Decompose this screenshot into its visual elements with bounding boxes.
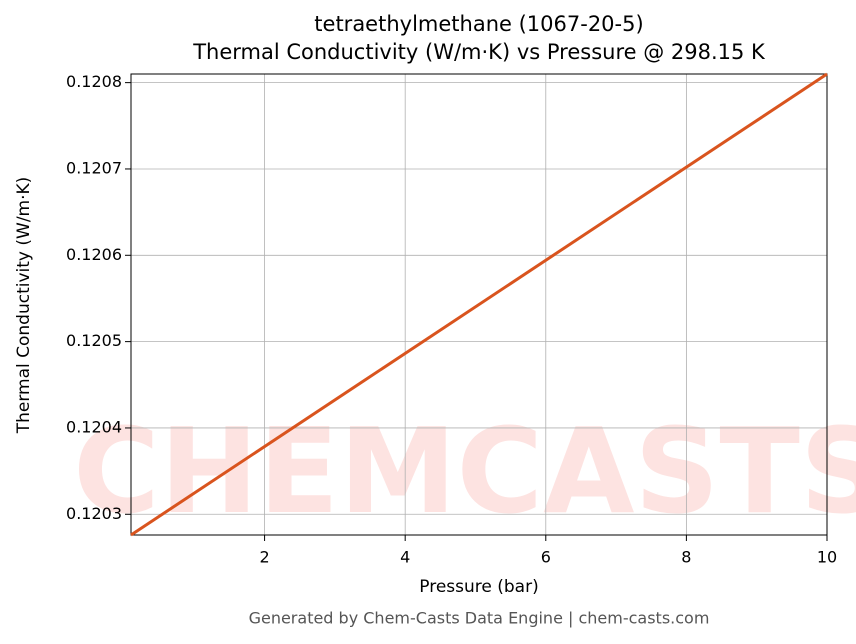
x-tick-label: 6 <box>541 548 551 567</box>
footer: Generated by Chem-Casts Data Engine | ch… <box>249 609 710 628</box>
x-tick-label: 10 <box>817 548 837 567</box>
data-line <box>130 72 828 537</box>
y-tick-label: 0.1205 <box>66 331 122 350</box>
y-axis-label: Thermal Conductivity (W/m·K) <box>14 177 34 435</box>
watermark: CHEMCASTS <box>73 402 856 540</box>
x-tick-label: 2 <box>259 548 269 567</box>
y-tick-label: 0.1207 <box>66 158 122 177</box>
y-tick-label: 0.1208 <box>66 72 122 91</box>
plot-frame <box>130 73 828 536</box>
y-tick-label: 0.1206 <box>66 245 122 264</box>
y-tick-label: 0.1204 <box>66 417 122 436</box>
chart-title: tetraethylmethane (1067-20-5) <box>314 12 643 36</box>
x-tick-label: 8 <box>681 548 691 567</box>
x-tick-label: 4 <box>400 548 410 567</box>
x-axis-label: Pressure (bar) <box>419 577 538 597</box>
chart-subtitle: Thermal Conductivity (W/m·K) vs Pressure… <box>192 40 766 64</box>
y-tick-label: 0.1203 <box>66 504 122 523</box>
